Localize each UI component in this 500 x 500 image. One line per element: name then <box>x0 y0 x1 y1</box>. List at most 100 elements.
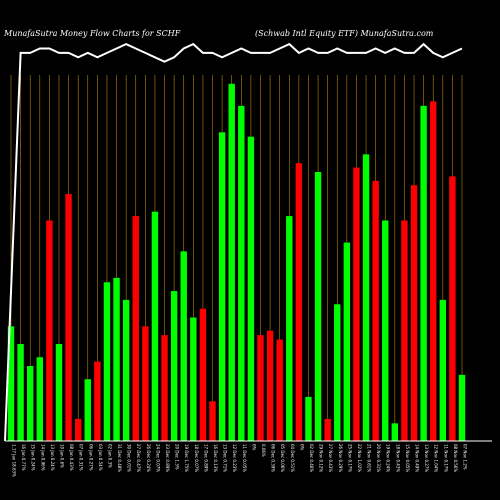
x-tick-label: 08 Jan 0.43% <box>69 444 74 471</box>
x-tick-label: 02 Jan 0.3% <box>107 444 112 468</box>
bar-13 <box>122 299 130 441</box>
bar-series <box>7 83 466 442</box>
x-tick-label: 19 Nov 0.24% <box>386 444 391 472</box>
bar-25 <box>238 105 245 441</box>
bar-27 <box>257 335 264 441</box>
x-tick-label: 15 Nov 0.05% <box>405 444 410 472</box>
x-tick-label: 26 Dec 0.24% <box>146 444 151 472</box>
bar-17 <box>161 335 168 441</box>
x-tick-label: 22 Nov 1.02% <box>357 444 362 472</box>
x-tick-label: 07 Nov 1.2% <box>463 444 468 470</box>
bar-10 <box>94 361 101 441</box>
x-tick-label: 1.17 Jan 18.63% <box>12 444 17 477</box>
bar-47 <box>449 176 456 441</box>
x-tick-label: 0% <box>299 444 304 451</box>
bar-29 <box>276 339 283 441</box>
x-tick-label: 30 Dec 0.01% <box>127 444 132 472</box>
x-tick-label: 21 Nov 0.61% <box>367 444 372 472</box>
bar-28 <box>266 330 274 441</box>
bar-43 <box>410 185 418 441</box>
x-tick-label: 14 Nov 0.49% <box>415 444 420 472</box>
bar-21 <box>199 308 207 441</box>
chart-subtitle: (Schwab Intl Equity ETF) MunafaSutra.com <box>255 29 434 38</box>
bar-18 <box>170 291 178 441</box>
bar-36 <box>343 242 351 441</box>
x-tick-label: 24 Dec 0.07% <box>155 444 160 472</box>
x-tick-label: 23 Dec 0.89% <box>165 444 170 472</box>
bar-46 <box>439 299 447 441</box>
bar-8 <box>74 418 82 441</box>
bar-45 <box>430 101 437 442</box>
bar-42 <box>401 220 408 441</box>
x-tick-label: 17 Dec 0.89% <box>203 444 208 472</box>
x-tick-label: 13 Dec 0.71% <box>223 444 228 472</box>
x-tick-label: 04 Dec 0.51% <box>290 444 295 472</box>
bar-19 <box>180 251 187 441</box>
bar-9 <box>84 379 91 441</box>
x-tick-label: 06 Dec 0.39% <box>271 444 276 472</box>
x-tick-label: 25 Nov 0.17% <box>347 444 352 472</box>
line-series-path <box>4 42 463 442</box>
x-tick-label: 29 Nov 0.12% <box>319 444 324 472</box>
bar-5 <box>46 220 53 441</box>
bar-32 <box>305 396 312 441</box>
bar-1 <box>7 326 15 441</box>
x-tick-label: 16 Jan 0.77% <box>21 444 26 471</box>
line-series <box>4 42 463 442</box>
x-tick-label: 0.06% <box>261 444 266 457</box>
x-tick-label: 06 Jan 0.27% <box>88 444 93 471</box>
bar-30 <box>286 216 293 441</box>
bar-34 <box>324 418 331 441</box>
bar-38 <box>362 154 370 441</box>
x-tick-label: 18 Nov 0.43% <box>395 444 400 472</box>
x-tick-label: 16 Dec 0.13% <box>213 444 218 472</box>
bar-15 <box>142 326 149 441</box>
x-tick-label: 02 Dec 0.46% <box>309 444 314 472</box>
bar-2 <box>17 343 24 441</box>
bar-23 <box>218 132 226 442</box>
x-tick-label: 03 Jan 0.54% <box>98 444 103 471</box>
bar-16 <box>151 211 159 441</box>
x-tick-label: 13 Nov 0.27% <box>424 444 429 472</box>
bar-11 <box>103 282 111 441</box>
x-tick-label: 26 Nov 0.29% <box>338 444 343 472</box>
x-tick-label: 14 Jan 0.96% <box>40 444 45 471</box>
x-tick-label: 05 Dec 0.06% <box>280 444 285 472</box>
bar-40 <box>382 220 389 441</box>
chart-title: MunafaSutra Money Flow Charts for SCHF <box>3 29 181 38</box>
bar-7 <box>65 194 72 441</box>
x-tick-label: 11 Dec 0.05% <box>242 444 247 472</box>
bar-3 <box>26 366 34 441</box>
bar-35 <box>334 304 341 441</box>
bar-37 <box>353 167 360 441</box>
bar-20 <box>190 317 197 441</box>
bar-26 <box>247 136 255 441</box>
bar-24 <box>228 83 235 441</box>
x-tick-label: 11 Nov 0.17% <box>443 444 448 472</box>
x-axis-ticks: 1.17 Jan 18.63% 16 Jan 0.77% 15 Jan 0.24% 1… <box>12 444 468 477</box>
x-tick-label: 18 Dec 0.07% <box>194 444 199 472</box>
bar-4 <box>36 357 43 441</box>
bar-14 <box>132 216 139 441</box>
x-tick-label: 20 Dec 1.3% <box>175 444 180 470</box>
x-tick-label: 12 Dec 0.23% <box>232 444 237 472</box>
bar-41 <box>391 423 399 441</box>
x-tick-label: 19 Dec 1.75% <box>184 444 189 472</box>
bar-39 <box>372 180 379 441</box>
x-tick-label: 31 Dec 0.48% <box>117 444 122 472</box>
bar-12 <box>113 277 120 441</box>
x-tick-label: 0% <box>251 444 256 451</box>
x-tick-label: 27 Dec 0.47% <box>136 444 141 472</box>
bar-6 <box>55 343 63 441</box>
x-tick-label: 12 Nov 1.04% <box>434 444 439 472</box>
bar-48 <box>458 374 466 441</box>
x-tick-label: 07 Jan 0.31% <box>79 444 84 471</box>
x-tick-label: 15 Jan 0.24% <box>31 444 36 471</box>
x-tick-label: 08 Nov 0.56% <box>453 444 458 472</box>
bar-33 <box>314 171 322 442</box>
x-tick-label: 10 Jan 0.6% <box>59 444 64 468</box>
x-tick-label: 20 Nov 0.31% <box>376 444 381 472</box>
x-tick-label: 13 Jan 0.24% <box>50 444 55 471</box>
bar-31 <box>295 163 303 442</box>
